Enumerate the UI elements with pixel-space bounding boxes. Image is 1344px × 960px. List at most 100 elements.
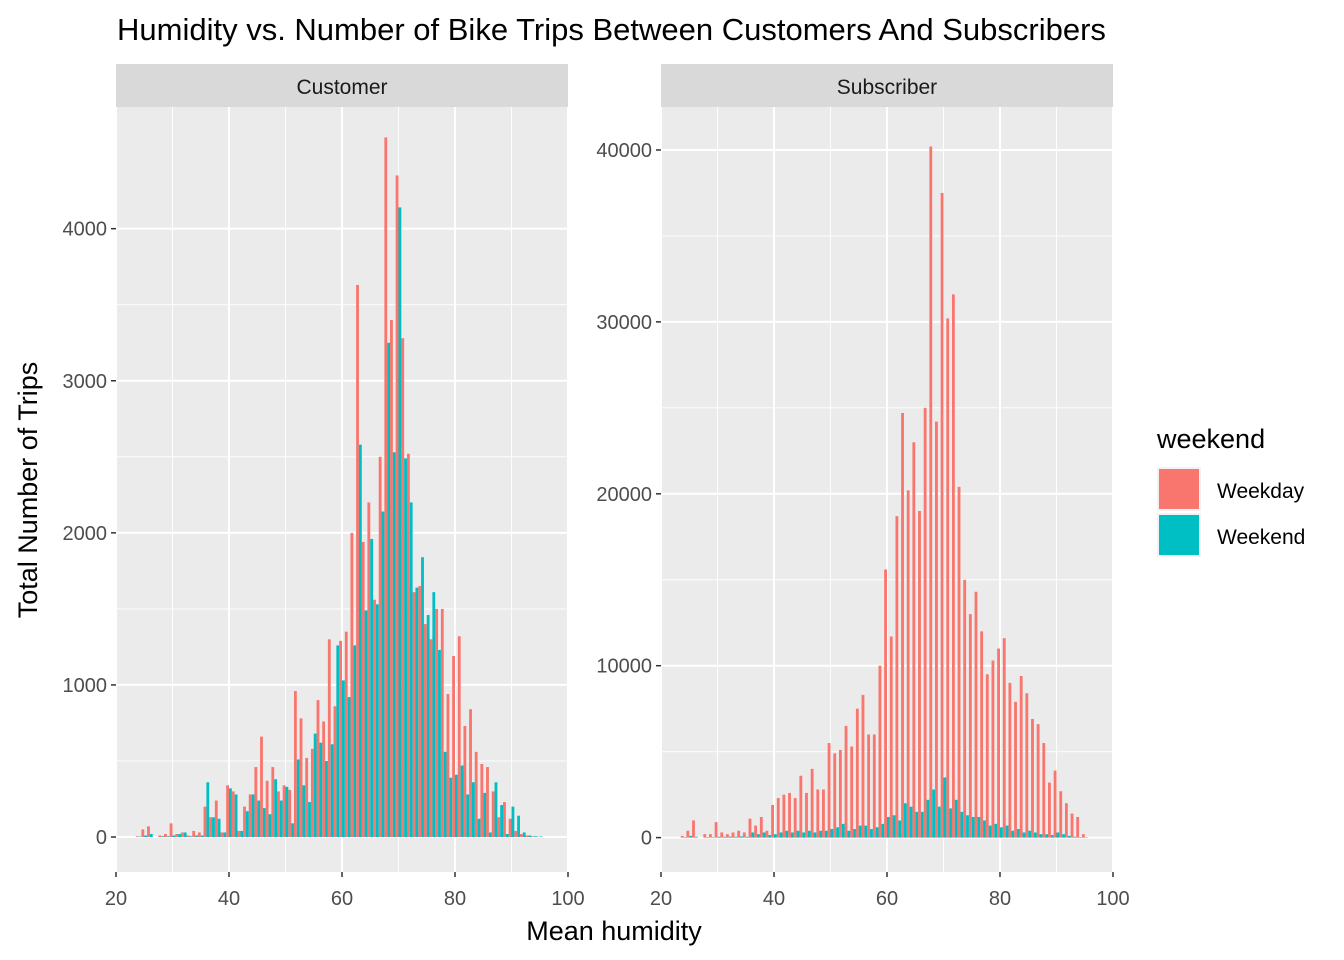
x-tick-label: 40 [763, 888, 785, 910]
bar-subscriber-weekend-75 [971, 816, 975, 838]
bar-customer-weekend-35 [200, 835, 204, 838]
x-tick-label: 100 [1096, 888, 1129, 910]
x-tick-label: 20 [105, 888, 127, 910]
bar-customer-weekend-65 [370, 538, 374, 838]
bar-customer-weekday-61 [344, 631, 348, 838]
bar-subscriber-weekday-53 [844, 725, 848, 838]
bar-subscriber-weekend-83 [1016, 829, 1020, 838]
bar-customer-weekday-62 [350, 532, 354, 838]
bar-customer-weekday-73 [412, 592, 416, 838]
bar-subscriber-weekday-52 [838, 749, 842, 838]
bar-subscriber-weekend-45 [802, 832, 806, 838]
bar-customer-weekend-31 [178, 833, 181, 838]
x-tick-label: 20 [650, 888, 672, 910]
bar-customer-weekday-59 [333, 706, 337, 838]
bar-customer-weekend-69 [392, 452, 396, 838]
bar-subscriber-weekend-62 [898, 820, 902, 838]
bar-customer-weekend-52 [296, 759, 300, 838]
bar-customer-weekday-85 [480, 764, 484, 838]
bar-subscriber-weekday-92 [1064, 803, 1068, 838]
bar-customer-weekend-57 [325, 760, 328, 838]
strip-subscriber [661, 64, 1113, 107]
strip-label-customer: Customer [296, 76, 387, 99]
bar-customer-weekday-55 [310, 748, 314, 838]
y-tick-label: 20000 [596, 484, 652, 506]
bar-customer-weekday-84 [474, 751, 478, 838]
x-tick-label: 100 [551, 888, 584, 910]
bar-customer-weekday-47 [265, 780, 269, 838]
bar-subscriber-weekend-47 [813, 832, 817, 838]
bar-subscriber-weekend-38 [762, 832, 766, 838]
bar-subscriber-weekend-34 [740, 836, 743, 838]
bar-subscriber-weekend-48 [819, 830, 823, 838]
bar-customer-weekday-75 [423, 624, 427, 838]
bar-customer-weekday-77 [435, 608, 439, 838]
bar-customer-weekday-56 [316, 700, 320, 838]
bar-customer-weekend-66 [375, 604, 379, 838]
bar-customer-weekend-84 [477, 818, 481, 838]
y-tick-label: 30000 [596, 312, 652, 334]
strip-label-subscriber: Subscriber [837, 76, 937, 99]
bar-subscriber-weekday-67 [923, 407, 927, 838]
bar-subscriber-weekday-25 [686, 830, 690, 838]
bar-subscriber-weekend-77 [983, 820, 986, 838]
bar-customer-weekend-34 [195, 835, 198, 838]
bar-customer-weekday-38 [214, 800, 218, 838]
bar-customer-weekday-28 [158, 835, 162, 838]
bar-subscriber-weekday-71 [946, 318, 950, 838]
bar-subscriber-weekend-67 [926, 799, 930, 838]
panel-customer-bars [135, 137, 543, 838]
bar-subscriber-weekend-60 [887, 816, 890, 838]
bar-customer-weekend-88 [500, 805, 504, 838]
bar-subscriber-weekday-54 [850, 746, 854, 838]
bar-subscriber-weekend-76 [977, 816, 981, 838]
bar-subscriber-weekday-50 [827, 743, 831, 838]
bar-subscriber-weekend-64 [909, 806, 913, 838]
bar-subscriber-weekday-84 [1019, 676, 1023, 838]
bar-subscriber-weekend-63 [903, 803, 907, 838]
panel-customer-x-axis: 20 40 60 80 100 [105, 872, 585, 910]
bar-customer-weekday-43 [243, 806, 246, 838]
x-tick-label: 60 [876, 888, 898, 910]
bar-subscriber-weekday-77 [980, 631, 984, 838]
y-tick-label: 0 [641, 828, 652, 850]
bar-subscriber-weekday-31 [720, 832, 724, 838]
bar-customer-weekend-38 [217, 818, 221, 838]
bar-subscriber-weekday-33 [731, 832, 735, 838]
bar-subscriber-weekend-93 [1073, 836, 1077, 838]
bar-customer-weekday-25 [141, 829, 145, 838]
bar-subscriber-weekend-94 [1079, 837, 1082, 838]
bar-customer-weekday-67 [378, 456, 382, 838]
bar-customer-weekend-25 [144, 835, 148, 838]
panel-customer-y-axis: 0 1000 2000 3000 4000 [63, 219, 116, 849]
bar-subscriber-weekend-74 [966, 815, 969, 838]
bar-subscriber-weekend-41 [779, 832, 783, 838]
panel-subscriber: Subscriber 0 10000 20000 30000 40000 20 40 60 8… [596, 64, 1130, 910]
y-tick-label: 4000 [63, 219, 108, 241]
bar-customer-weekday-35 [197, 832, 201, 838]
bar-subscriber-weekday-64 [906, 490, 910, 838]
bar-customer-weekend-26 [149, 833, 153, 838]
bar-subscriber-weekend-37 [757, 834, 760, 838]
bar-customer-weekday-78 [440, 608, 444, 838]
bar-customer-weekday-29 [164, 833, 167, 838]
bar-subscriber-weekday-29 [709, 834, 712, 838]
bar-subscriber-weekday-32 [725, 834, 729, 838]
bar-customer-weekday-70 [395, 175, 399, 838]
bar-subscriber-weekday-68 [929, 146, 933, 838]
bar-subscriber-weekday-34 [737, 830, 741, 838]
x-tick-label: 80 [989, 888, 1011, 910]
bar-subscriber-weekday-35 [742, 832, 746, 838]
bar-subscriber-weekend-40 [774, 834, 777, 838]
bar-subscriber-weekday-38 [759, 816, 763, 838]
bar-customer-weekday-80 [452, 656, 455, 838]
strip-customer [116, 64, 568, 107]
bar-subscriber-weekend-92 [1067, 835, 1071, 838]
bar-customer-weekday-82 [463, 725, 467, 838]
bar-customer-weekend-47 [268, 814, 272, 838]
bar-subscriber-weekend-68 [932, 789, 936, 838]
bar-customer-weekday-76 [429, 639, 433, 838]
bar-subscriber-weekend-85 [1028, 830, 1032, 838]
bar-subscriber-weekday-83 [1014, 701, 1017, 838]
